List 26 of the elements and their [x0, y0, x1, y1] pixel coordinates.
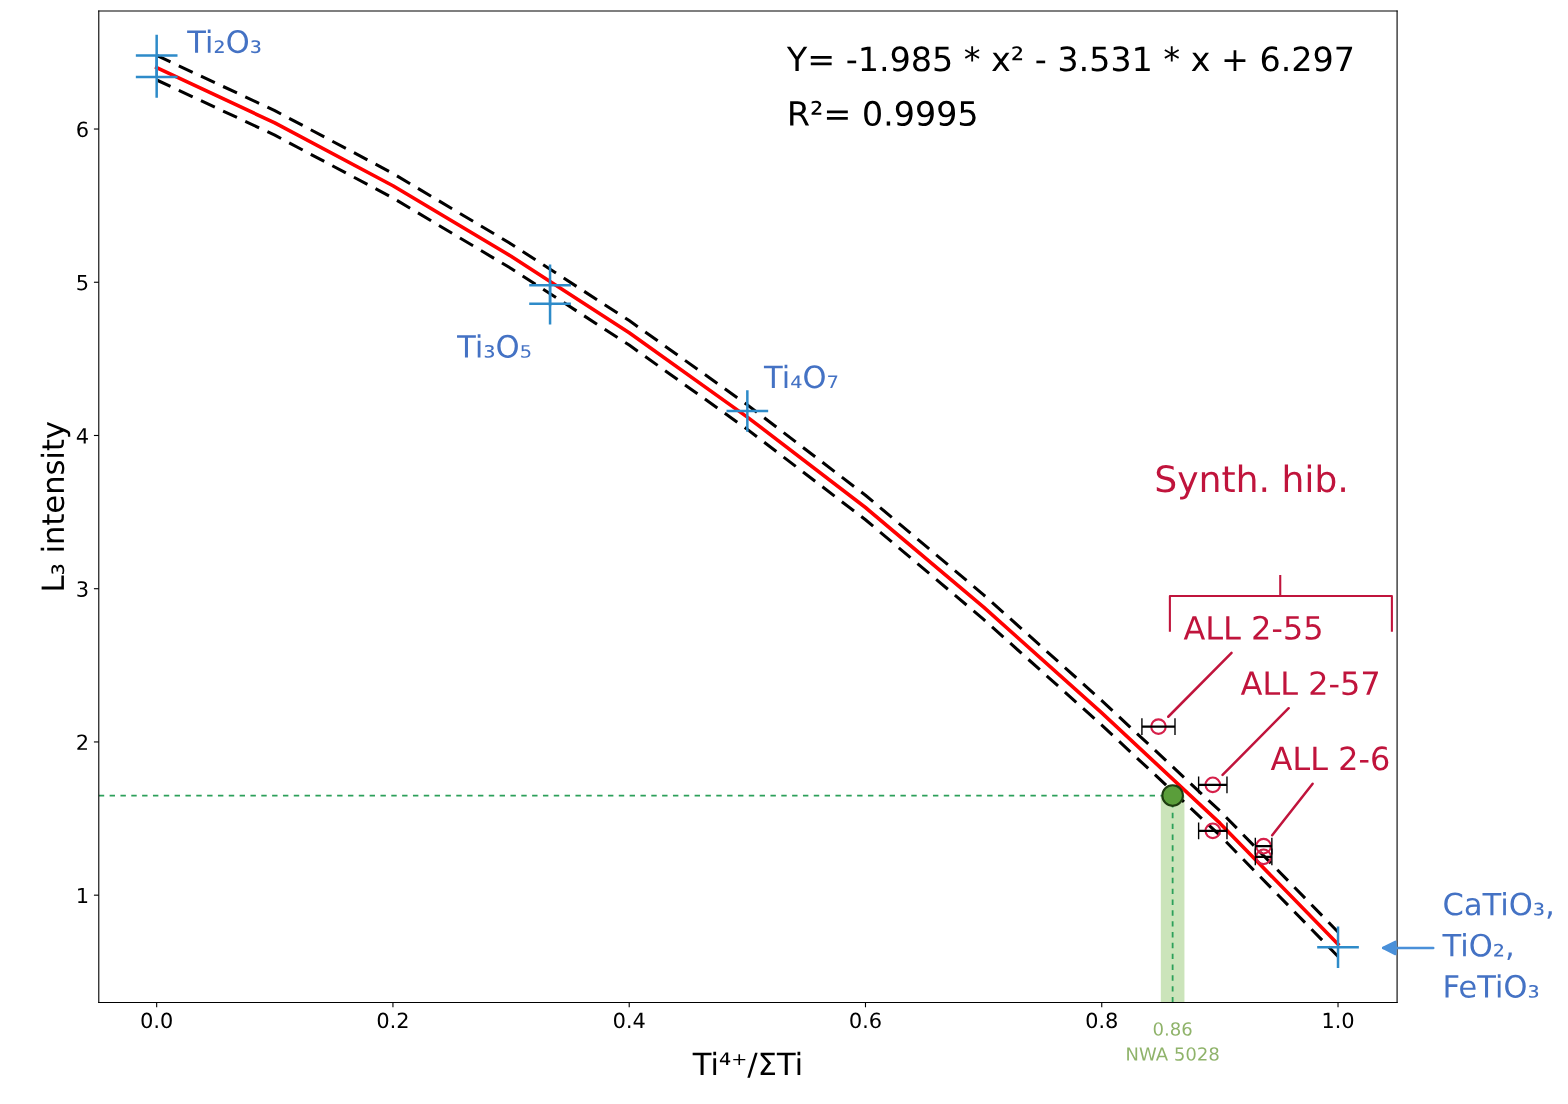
y-tick-label: 3 [77, 581, 88, 597]
annotation: ALL 2-6 [1270, 746, 1389, 771]
x-tick-label: 1.0 [1323, 1012, 1354, 1029]
text: NWA 5028 [1127, 1047, 1219, 1061]
annotation: Ti₄O₇ [763, 364, 838, 389]
annotation: R²= 0.9995 [790, 100, 976, 127]
annotation: ALL 2-57 [1240, 671, 1378, 696]
annotation: ALL 2-55 [1183, 615, 1321, 640]
x-axis-title: Ti⁴⁺/ΣTi [692, 1051, 801, 1078]
x-tick-label: 0.2 [377, 1012, 408, 1029]
x-tick-label: 0.4 [614, 1012, 645, 1029]
y-tick-label: 6 [77, 121, 88, 138]
annotation: Y= -1.985 * x² - 3.531 * x + 6.297 [786, 46, 1353, 72]
y-tick-label: 4 [76, 428, 88, 444]
y-tick-label: 2 [77, 734, 87, 750]
y-axis-title: L₃ intensity [40, 421, 71, 590]
x-tick-label: 0.0 [141, 1012, 172, 1029]
annotation: Ti₃O₅ [457, 334, 531, 358]
annotation: Synth. hib. [1156, 464, 1345, 500]
x-tick-label: 0.6 [850, 1012, 881, 1029]
ref-line-label: 0.86 [1153, 1022, 1192, 1036]
y-tick-label: 1 [78, 887, 88, 904]
text: CaTiO₃, TiO₂, FeTiO₃ [1442, 891, 1552, 998]
annotation: Ti₂O₃ [187, 29, 261, 54]
y-tick-label: 5 [77, 274, 88, 291]
x-tick-label: 0.8 [1086, 1012, 1117, 1029]
